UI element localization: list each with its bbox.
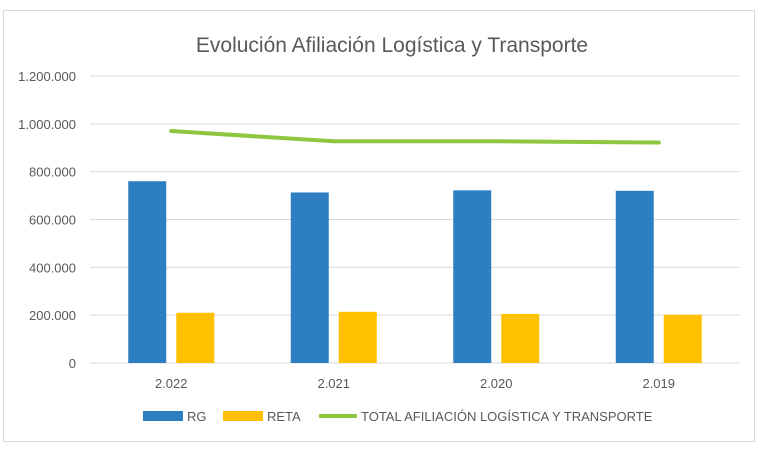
- y-tick-label: 1.000.000: [18, 117, 76, 132]
- y-tick-label: 200.000: [29, 308, 76, 323]
- bars: [128, 181, 702, 363]
- x-tick-label: 2.022: [155, 376, 188, 391]
- y-axis-ticks: 0 200.000 400.000 600.000 800.000 1.000.000 1.…: [18, 69, 76, 371]
- bar-reta-2022: [176, 312, 215, 363]
- y-tick-label: 600.000: [29, 213, 76, 228]
- series-line-total: [171, 129, 659, 145]
- bar-rg-2020: [453, 190, 492, 363]
- x-tick-label: 2.019: [642, 376, 675, 391]
- bar-reta-2020: [501, 313, 540, 363]
- y-tick-label: 400.000: [29, 260, 76, 275]
- line-point: [494, 139, 499, 144]
- x-axis-ticks: 2.022 2.021 2.020 2.019: [155, 376, 675, 391]
- bar-reta-2019: [663, 314, 702, 363]
- line-point: [656, 140, 661, 145]
- legend-label: RETA: [267, 409, 301, 424]
- legend-label: TOTAL AFILIACIÓN LOGÍSTICA Y TRANSPORTE: [361, 409, 653, 424]
- total-line: [169, 129, 661, 145]
- y-tick-label: 1.200.000: [18, 69, 76, 84]
- bar-rg-2021: [290, 192, 329, 363]
- bar-reta-2021: [338, 311, 377, 363]
- legend: RG RETA TOTAL AFILIACIÓN LOGÍSTICA Y TRANS…: [143, 409, 653, 424]
- x-tick-label: 2.021: [317, 376, 350, 391]
- y-tick-label: 0: [69, 356, 76, 371]
- x-tick-label: 2.020: [480, 376, 513, 391]
- bar-rg-2022: [128, 181, 167, 363]
- legend-swatch-rg: [143, 411, 183, 421]
- legend-swatch-reta: [223, 411, 263, 421]
- y-tick-label: 800.000: [29, 165, 76, 180]
- line-point: [169, 129, 174, 134]
- bar-rg-2019: [615, 190, 654, 363]
- chart-title: Evolución Afiliación Logística y Transpo…: [196, 34, 588, 57]
- line-point: [331, 139, 336, 144]
- legend-label: RG: [187, 409, 207, 424]
